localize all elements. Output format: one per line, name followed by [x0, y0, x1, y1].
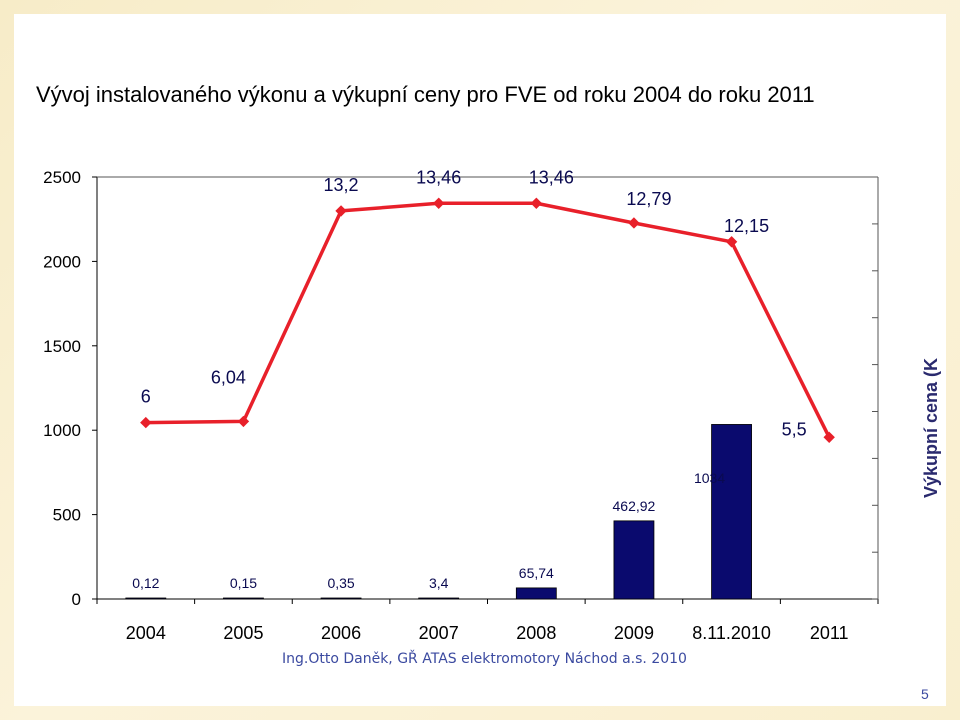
x-tick-label: 2009	[614, 623, 654, 643]
footer-author: Ing.Otto Daněk, GŘ ATAS elektromotory Ná…	[282, 651, 687, 667]
chart-title: Vývoj instalovaného výkonu a výkupní cen…	[36, 82, 815, 107]
bar-data-label: 0,15	[230, 575, 257, 591]
price-data-labels: 6 6,04 13,2 13,46 13,46 12,79 12,15 5,5	[141, 167, 807, 439]
price-marker	[628, 217, 640, 229]
bar-data-label: 462,92	[613, 498, 656, 514]
price-data-label: 13,46	[529, 167, 574, 187]
price-data-label: 5,5	[782, 419, 807, 439]
x-tick-label: 2011	[810, 623, 849, 643]
x-axis-tick-labels: 2004 2005 2006 2007 2008 2009 8.11.2010 2011	[96, 599, 879, 643]
x-tick-label: 2006	[321, 623, 361, 643]
price-marker	[237, 415, 250, 428]
y-tick-label: 1000	[43, 421, 81, 440]
y-tick-label: 500	[53, 506, 81, 525]
x-tick-label: 2008	[516, 623, 556, 643]
bar-data-label: 0,35	[327, 575, 354, 591]
price-data-label: 12,79	[626, 189, 671, 209]
y-axis-ticks	[92, 176, 97, 600]
page-number: 5	[921, 686, 929, 702]
bar-data-labels: 0,12 0,15 0,35 3,4 65,74 462,92 1034	[132, 470, 725, 591]
y-axis-tick-labels: 0 500 1000 1500 2000 2500	[43, 168, 81, 609]
bar	[711, 424, 752, 600]
y-tick-label: 2000	[43, 252, 81, 271]
x-tick-label: 2005	[223, 623, 263, 643]
y-tick-label: 2500	[43, 168, 81, 187]
price-marker	[335, 205, 347, 217]
bar-series	[125, 424, 752, 600]
price-marker	[530, 197, 543, 209]
price-data-label: 6,04	[211, 367, 246, 387]
bar-data-label: 65,74	[519, 565, 554, 581]
bar-data-label: 3,4	[429, 575, 449, 591]
right-axis-label: Výkupní cena (K	[921, 358, 941, 498]
price-marker	[432, 197, 445, 209]
bar	[613, 520, 655, 600]
x-tick-label: 2007	[419, 623, 459, 643]
x-tick-label: 2004	[126, 623, 166, 643]
price-data-label: 6	[141, 387, 151, 407]
bar	[515, 587, 557, 600]
bar-data-label: 1034	[694, 470, 725, 486]
price-marker	[725, 236, 738, 248]
price-data-label: 13,46	[416, 167, 461, 187]
right-axis: Výkupní cena (K	[872, 176, 941, 600]
y-tick-label: 0	[72, 590, 81, 609]
price-data-label: 13,2	[324, 175, 359, 195]
price-data-label: 12,15	[724, 216, 769, 236]
x-tick-label: 8.11.2010	[692, 623, 771, 643]
plot-frame	[96, 176, 879, 600]
price-marker	[823, 431, 835, 444]
bar	[125, 597, 167, 600]
y-tick-label: 1500	[43, 337, 81, 356]
price-marker	[140, 416, 152, 429]
bar	[320, 597, 362, 600]
bar	[418, 597, 460, 600]
price-line-series	[140, 197, 835, 444]
price-line	[145, 201, 831, 439]
bar	[223, 597, 264, 600]
bar-data-label: 0,12	[132, 575, 159, 591]
